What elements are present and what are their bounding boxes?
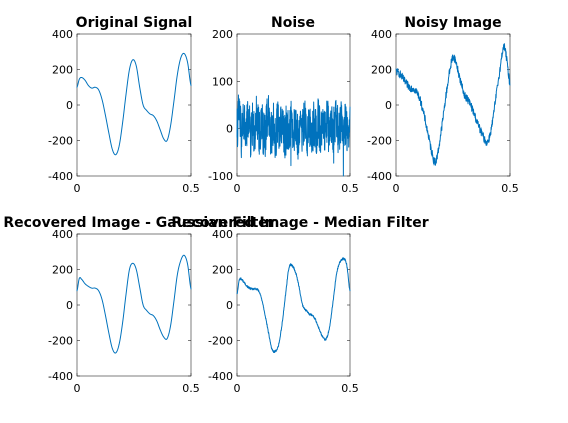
series-line-recovered-image-median-filter — [236, 257, 351, 354]
chart-title: Noise — [271, 15, 315, 31]
axes-box — [236, 33, 351, 177]
y-tick-label: 200 — [212, 264, 233, 277]
y-tick-label: -400 — [208, 370, 233, 383]
y-tick-label: -200 — [208, 335, 233, 348]
y-tick-label: 0 — [226, 299, 233, 312]
series-line-original-signal — [76, 52, 192, 156]
x-tick-label: 0.5 — [182, 182, 200, 195]
y-tick-label: 0 — [66, 299, 73, 312]
y-tick-label: 0 — [226, 123, 233, 136]
x-tick-label: 0.5 — [341, 382, 359, 395]
axes-box — [76, 233, 192, 377]
y-tick-label: 400 — [212, 228, 233, 241]
x-tick-label: 0 — [393, 182, 400, 195]
chart-title: Recovered Image - Gaussian Filter — [3, 215, 274, 231]
subplot-recovered-gaussian: Recovered Image - Gaussian Filter -400 -20… — [3, 215, 274, 395]
y-tick-label: 200 — [371, 64, 392, 77]
x-tick-label: 0.5 — [501, 182, 519, 195]
y-tick-label: -200 — [48, 135, 73, 148]
y-tick-label: 200 — [52, 64, 73, 77]
y-tick-label: 400 — [52, 28, 73, 41]
subplot-noisy-image: Noisy Image -400 -200 0 200 400 0 0.5 — [367, 15, 519, 195]
series-line-noisy-image — [395, 43, 511, 166]
x-tick-label: 0 — [74, 382, 81, 395]
y-tick-label: 100 — [212, 75, 233, 88]
x-tick-label: 0 — [234, 382, 241, 395]
y-tick-label: 400 — [371, 28, 392, 41]
series-line-noise — [236, 94, 351, 177]
axes-box — [236, 233, 351, 377]
chart-title: Original Signal — [76, 15, 193, 31]
x-tick-label: 0.5 — [182, 382, 200, 395]
y-tick-label: 0 — [66, 99, 73, 112]
y-tick-label: -400 — [367, 170, 392, 183]
y-tick-label: -200 — [367, 135, 392, 148]
y-tick-label: 200 — [52, 264, 73, 277]
y-tick-label: -200 — [48, 335, 73, 348]
y-tick-label: 200 — [212, 28, 233, 41]
x-tick-label: 0 — [74, 182, 81, 195]
chart-title: Noisy Image — [404, 15, 501, 31]
y-tick-label: 400 — [52, 228, 73, 241]
series-line-recovered-image-gaussian-filter — [76, 254, 192, 354]
chart-title: Recovered Image - Median Filter — [171, 215, 428, 231]
x-tick-label: 0 — [234, 182, 241, 195]
y-tick-label: -400 — [48, 170, 73, 183]
axes-box — [76, 33, 192, 177]
y-tick-label: 0 — [385, 99, 392, 112]
subplot-original-signal: Original Signal -400 -200 0 200 400 0 0.5 — [48, 15, 200, 195]
x-tick-label: 0.5 — [341, 182, 359, 195]
y-tick-label: -400 — [48, 370, 73, 383]
subplot-recovered-median: Recovered Image - Median Filter -400 -200 0… — [171, 215, 428, 395]
y-tick-label: -100 — [208, 170, 233, 183]
